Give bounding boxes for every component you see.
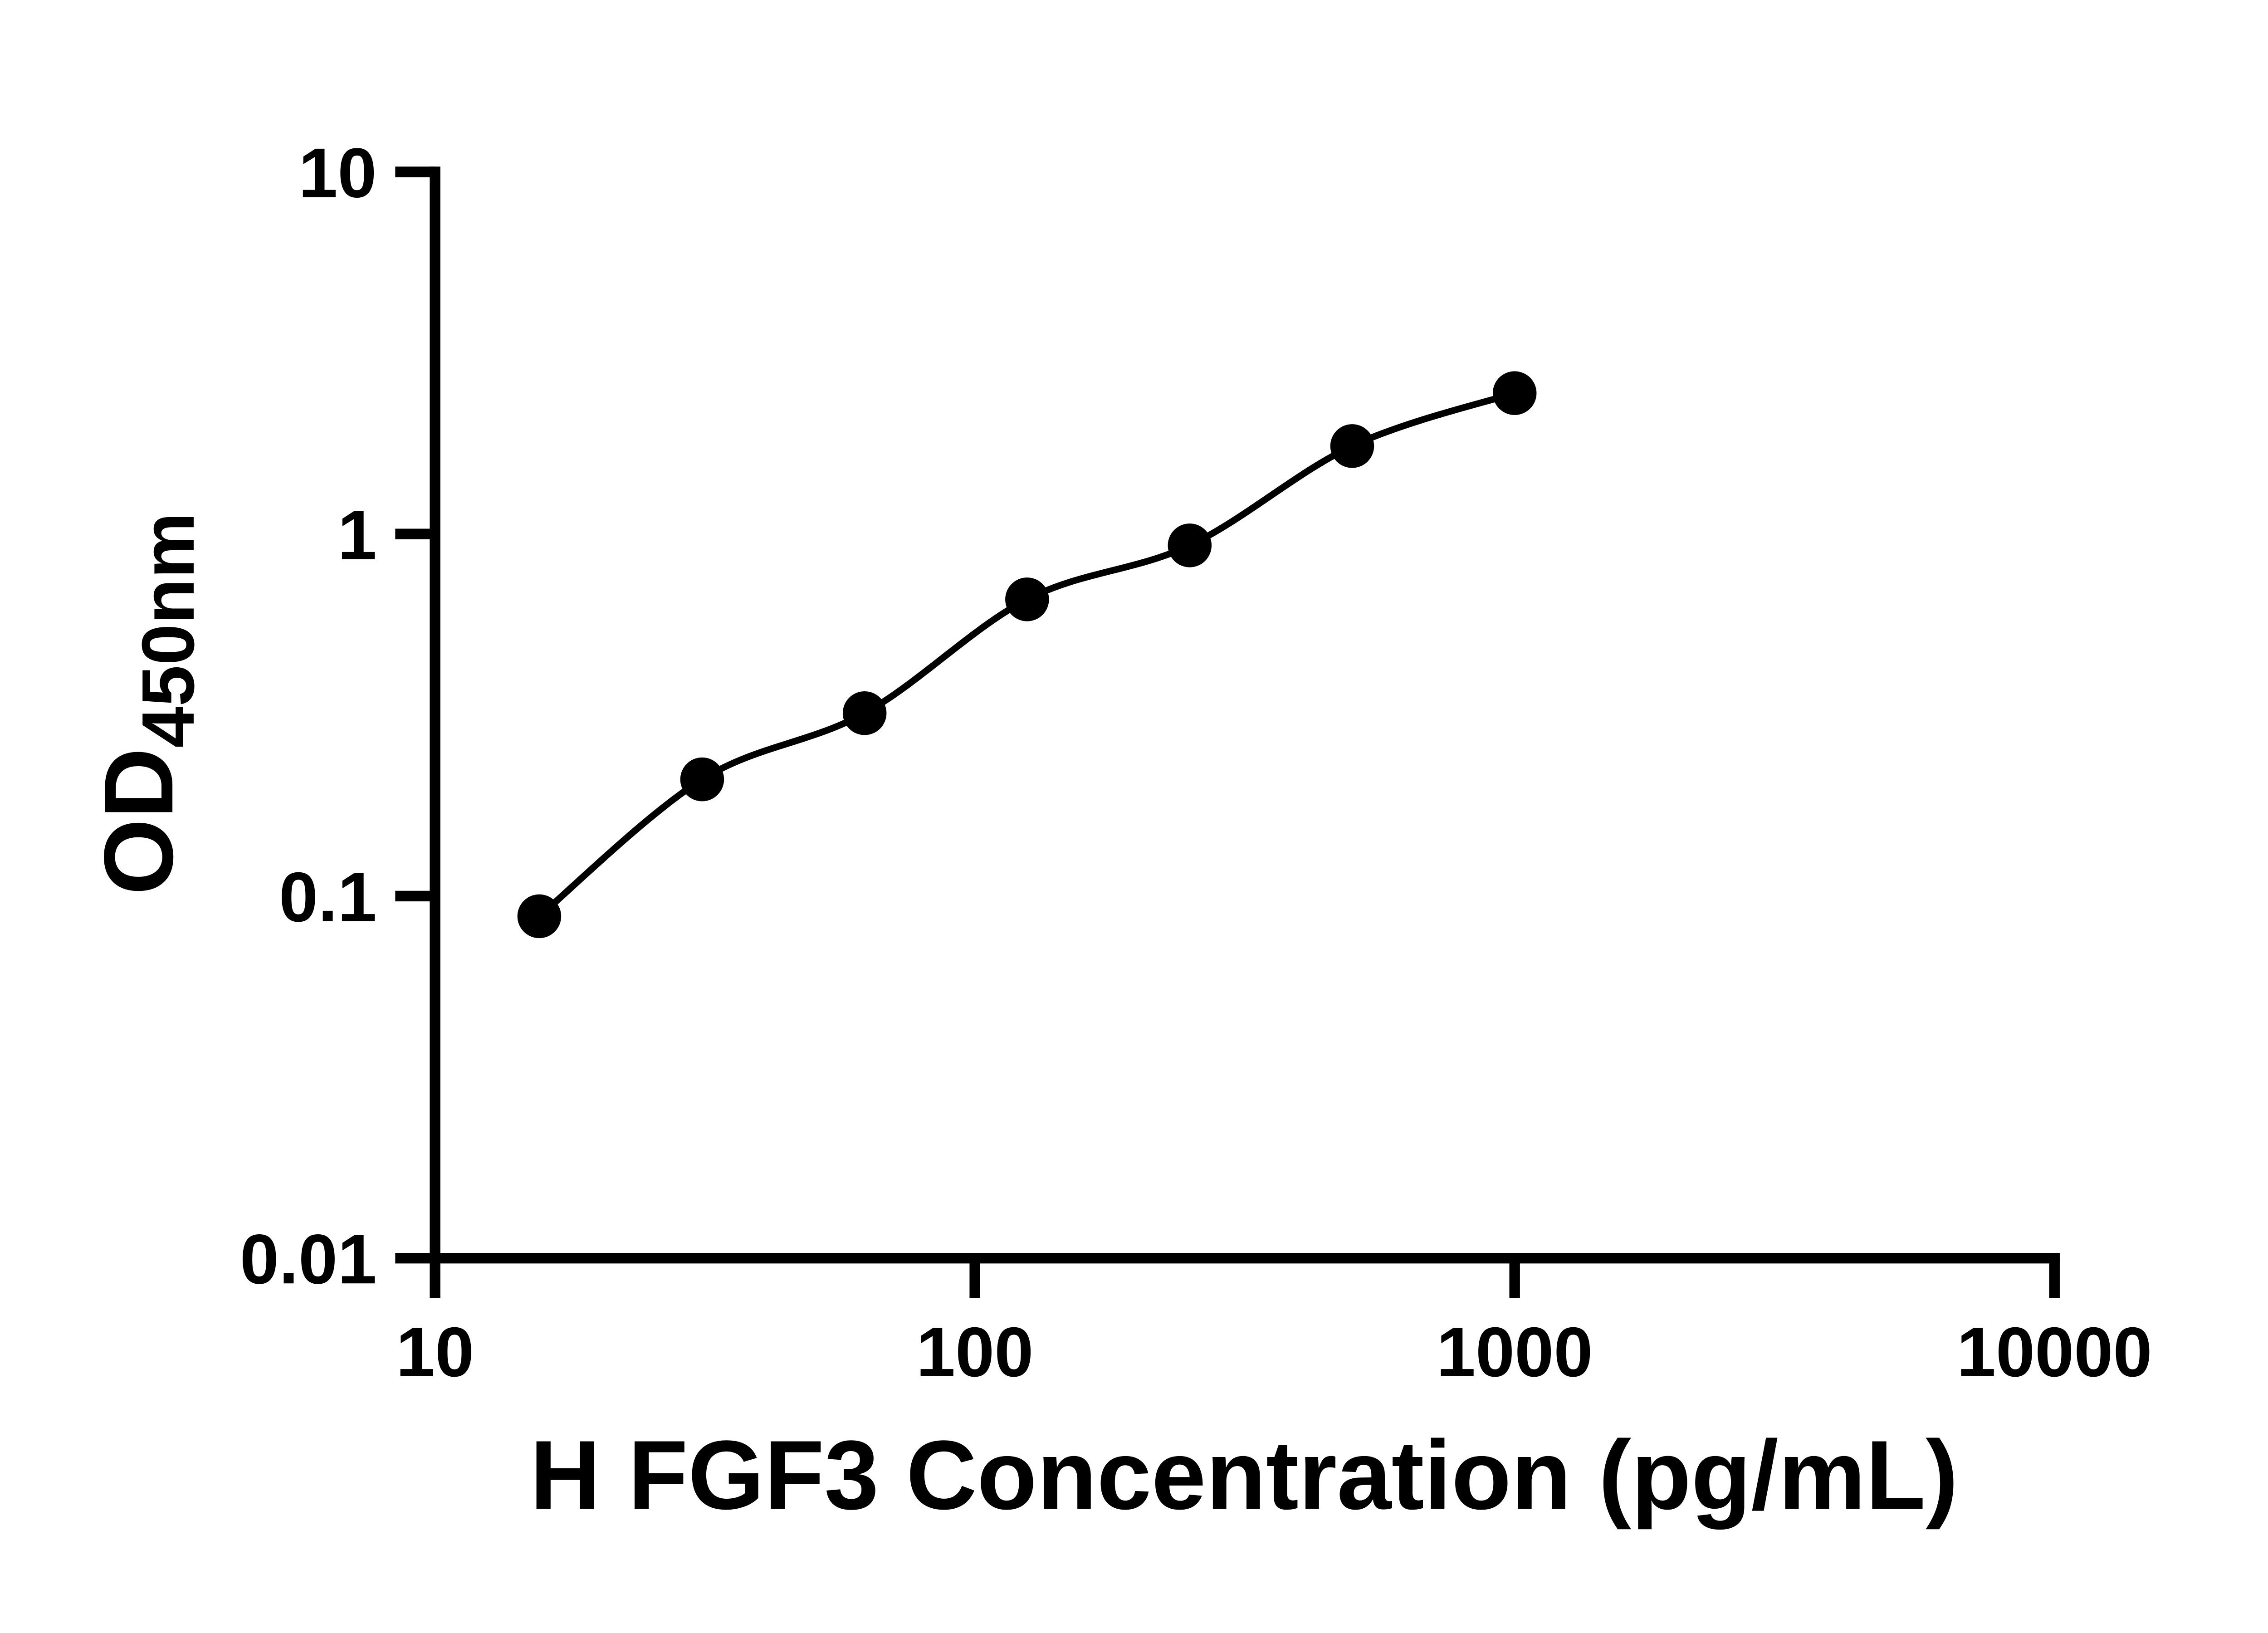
plot-area: 0.01 0.1 1 10 10 100 1000 10000 — [240, 134, 2152, 1391]
y-tick-label: 10 — [298, 134, 376, 212]
y-axis-title-subscript: 450nm — [127, 513, 210, 748]
x-axis-title: H FGF3 Concentration (pg/mL) — [530, 1420, 1958, 1530]
y-axis-title-main: OD — [83, 748, 193, 895]
data-point — [1492, 371, 1537, 415]
data-point — [1005, 577, 1049, 621]
data-point — [842, 691, 887, 735]
y-tick-label: 1 — [337, 496, 376, 574]
x-tick-label: 1000 — [1437, 1313, 1593, 1391]
data-point — [1168, 523, 1212, 567]
y-axis-title: OD450nm — [83, 513, 210, 895]
data-point — [1330, 424, 1374, 468]
fit-curve — [536, 390, 1518, 920]
x-tick-label: 10 — [396, 1313, 474, 1391]
x-tick-label: 10000 — [1957, 1313, 2152, 1391]
y-tick-label: 0.01 — [240, 1220, 377, 1298]
data-point — [517, 894, 562, 939]
data-point — [680, 757, 724, 802]
y-tick-label: 0.1 — [279, 858, 376, 936]
axes-spine — [430, 166, 2060, 1264]
x-tick-label: 100 — [916, 1313, 1034, 1391]
